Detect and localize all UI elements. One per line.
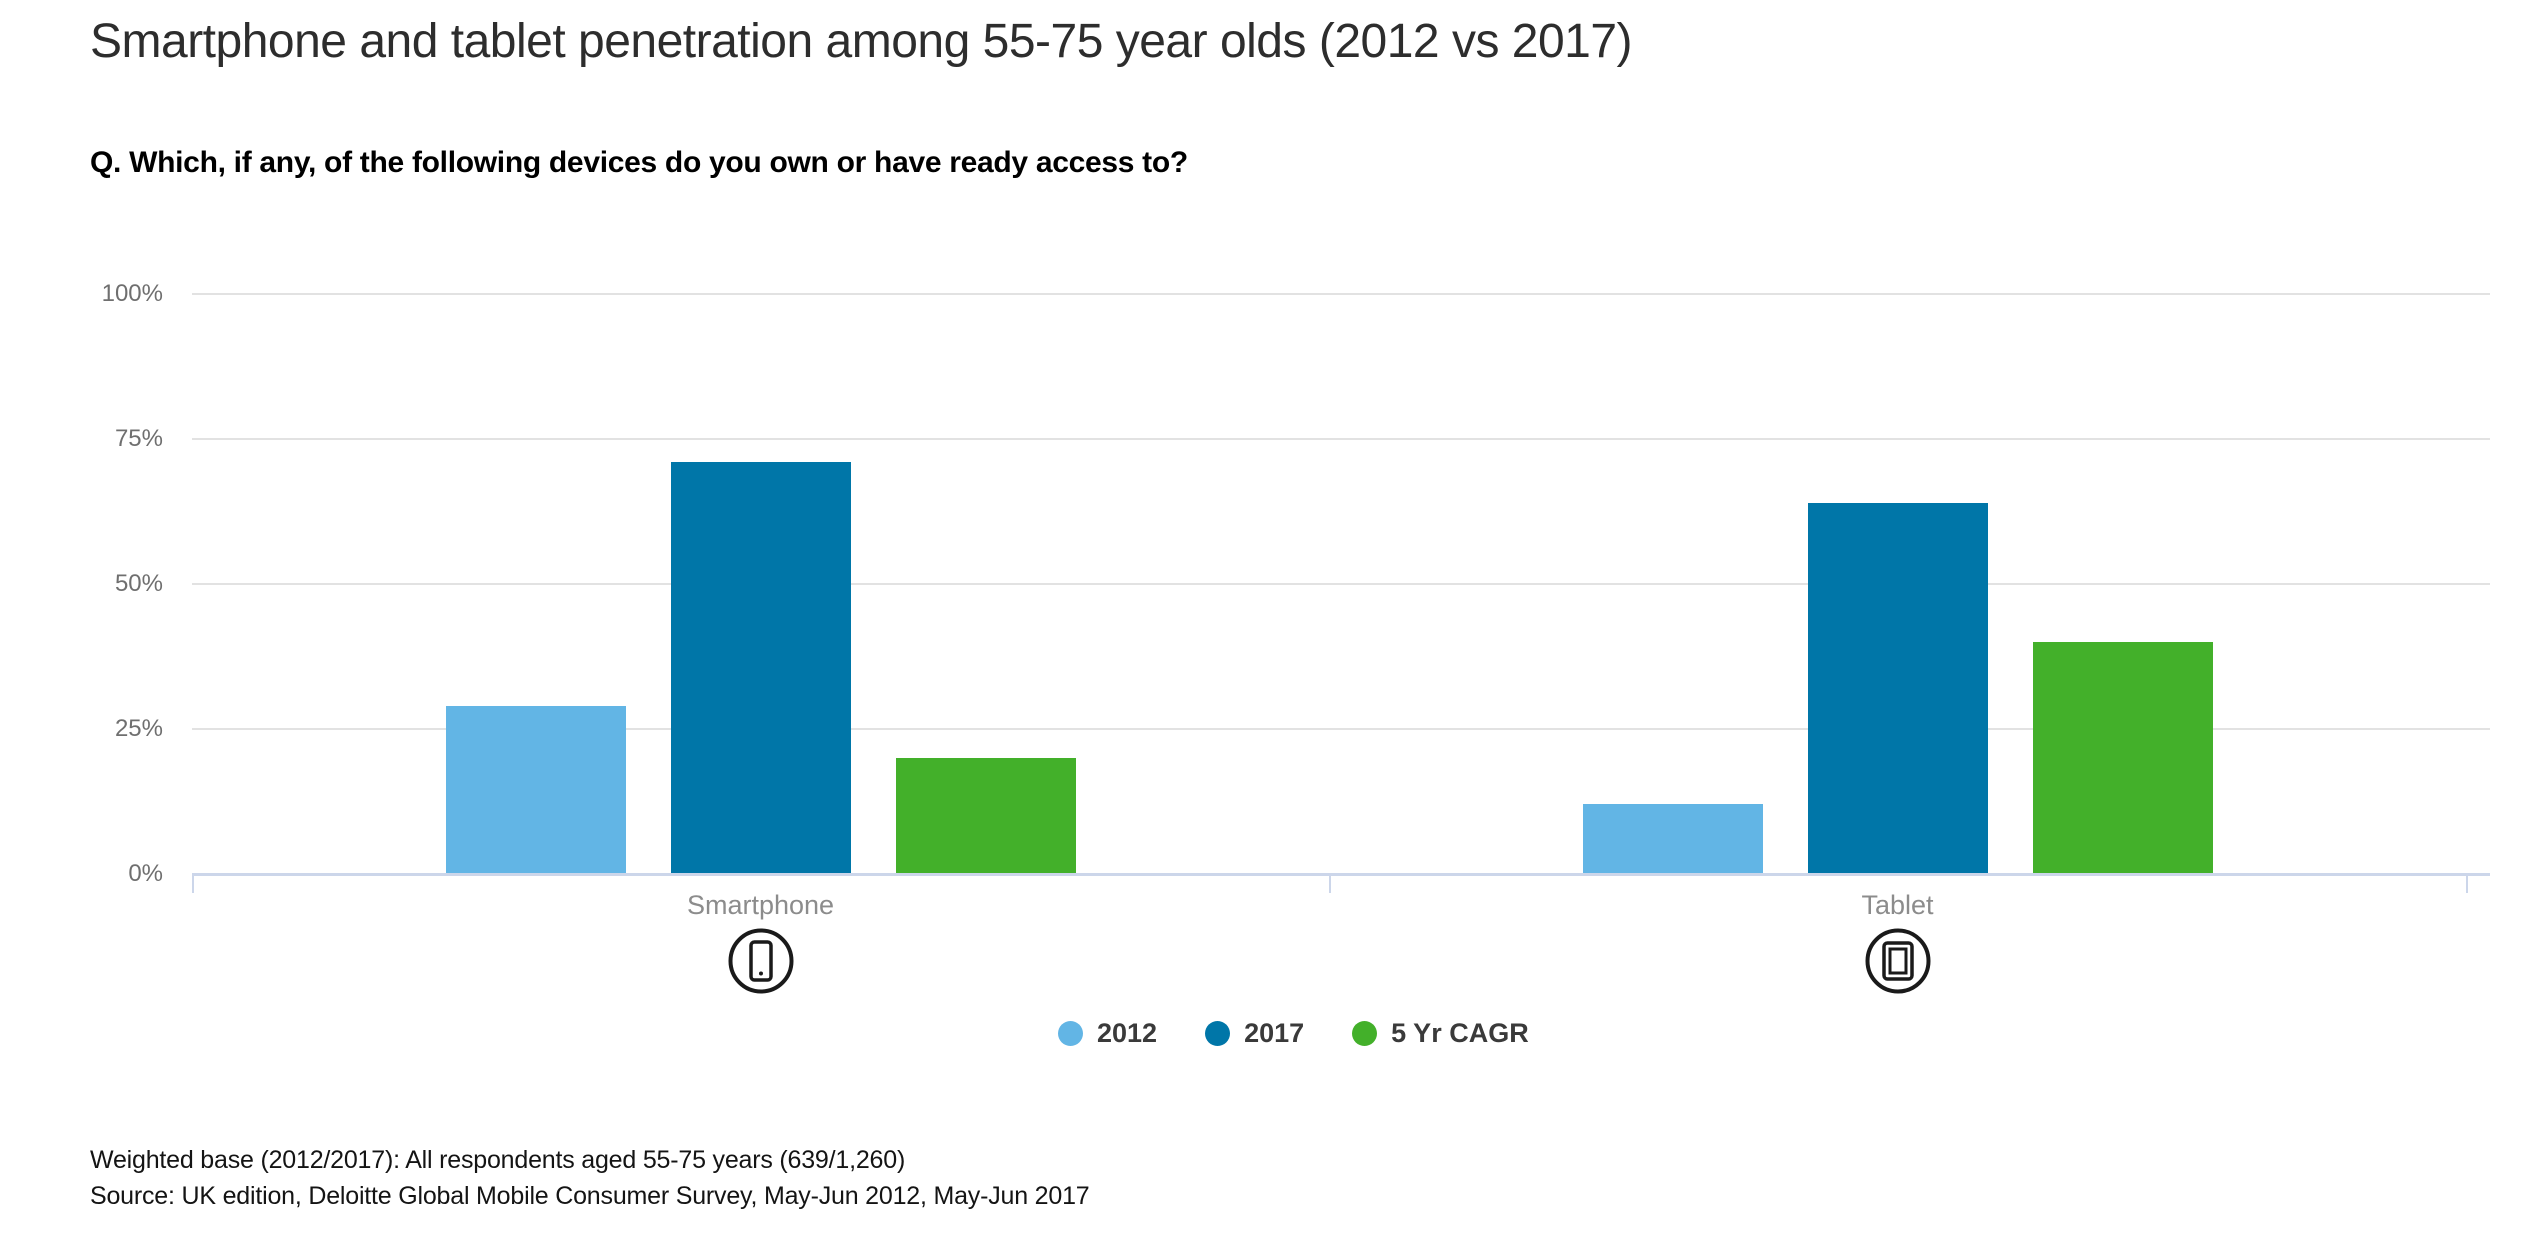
bar-tablet-2017[interactable] bbox=[1807, 502, 1988, 874]
bar-tablet-2012[interactable] bbox=[1582, 804, 1763, 874]
tablet-icon bbox=[1865, 928, 1931, 994]
gridline-100 bbox=[192, 293, 2490, 295]
chart-legend: 2012 2017 5 Yr CAGR bbox=[1058, 1018, 1529, 1049]
survey-question: Q. Which, if any, of the following devic… bbox=[90, 146, 1188, 179]
page-title: Smartphone and tablet penetration among … bbox=[90, 15, 1633, 68]
weighted-base-note: Weighted base (2012/2017): All responden… bbox=[90, 1146, 906, 1174]
y-axis-tick-label: 0% bbox=[128, 860, 163, 887]
bar-tablet-5-yr-cagr[interactable] bbox=[2032, 642, 2213, 874]
legend-dot-2017 bbox=[1205, 1021, 1231, 1046]
y-axis-tick-label: 100% bbox=[101, 280, 163, 307]
legend-dot-2012 bbox=[1058, 1021, 1083, 1046]
y-axis-tick-label: 75% bbox=[114, 425, 163, 452]
category-label-tablet: Tablet bbox=[1861, 890, 1934, 920]
smartphone-icon bbox=[728, 928, 794, 994]
x-axis-line bbox=[192, 873, 2490, 876]
bar-smartphone-5-yr-cagr[interactable] bbox=[895, 758, 1076, 874]
gridline-50 bbox=[192, 583, 2490, 585]
legend-item-5-yr-cagr[interactable]: 5 Yr CAGR bbox=[1352, 1018, 1529, 1049]
legend-item-2012[interactable]: 2012 bbox=[1058, 1018, 1157, 1049]
legend-label: 2012 bbox=[1097, 1018, 1158, 1048]
bar-chart: 0% 25% 50% 75% 100% Smartphone Tablet bbox=[101, 280, 2490, 994]
legend-dot-5-yr-cagr bbox=[1352, 1021, 1378, 1046]
bar-smartphone-2017[interactable] bbox=[670, 462, 851, 874]
source-note: Source: UK edition, Deloitte Global Mobi… bbox=[90, 1182, 1090, 1210]
bar-smartphone-2012[interactable] bbox=[445, 705, 626, 874]
gridline-25 bbox=[192, 728, 2490, 730]
legend-item-2017[interactable]: 2017 bbox=[1205, 1018, 1304, 1049]
legend-label: 5 Yr CAGR bbox=[1391, 1018, 1529, 1048]
x-axis-tick-1 bbox=[1329, 874, 1331, 893]
category-label-smartphone: Smartphone bbox=[686, 890, 835, 920]
y-axis-tick-label: 25% bbox=[114, 715, 163, 742]
legend-label: 2017 bbox=[1244, 1018, 1305, 1048]
gridline-75 bbox=[192, 438, 2490, 440]
x-axis-tick-0 bbox=[192, 874, 194, 893]
y-axis-tick-label: 50% bbox=[114, 570, 163, 597]
x-axis-tick-2 bbox=[2466, 874, 2468, 893]
